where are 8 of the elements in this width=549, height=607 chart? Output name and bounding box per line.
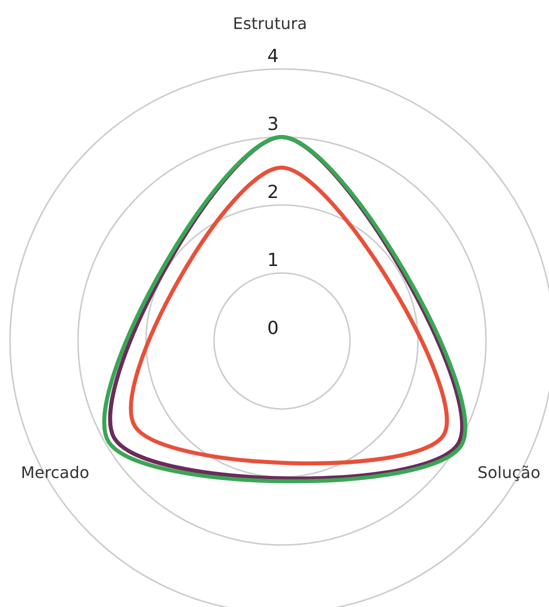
- spoke-label: Solução: [477, 463, 540, 482]
- y-tick-label: 4: [267, 46, 279, 67]
- spoke-label: Estrutura: [232, 14, 308, 33]
- spoke-label: Mercado: [20, 463, 90, 482]
- y-tick-label: 1: [267, 250, 279, 271]
- y-tick-label: 2: [267, 182, 279, 203]
- y-tick-label: 3: [267, 114, 279, 135]
- y-tick-label: 0: [267, 318, 279, 339]
